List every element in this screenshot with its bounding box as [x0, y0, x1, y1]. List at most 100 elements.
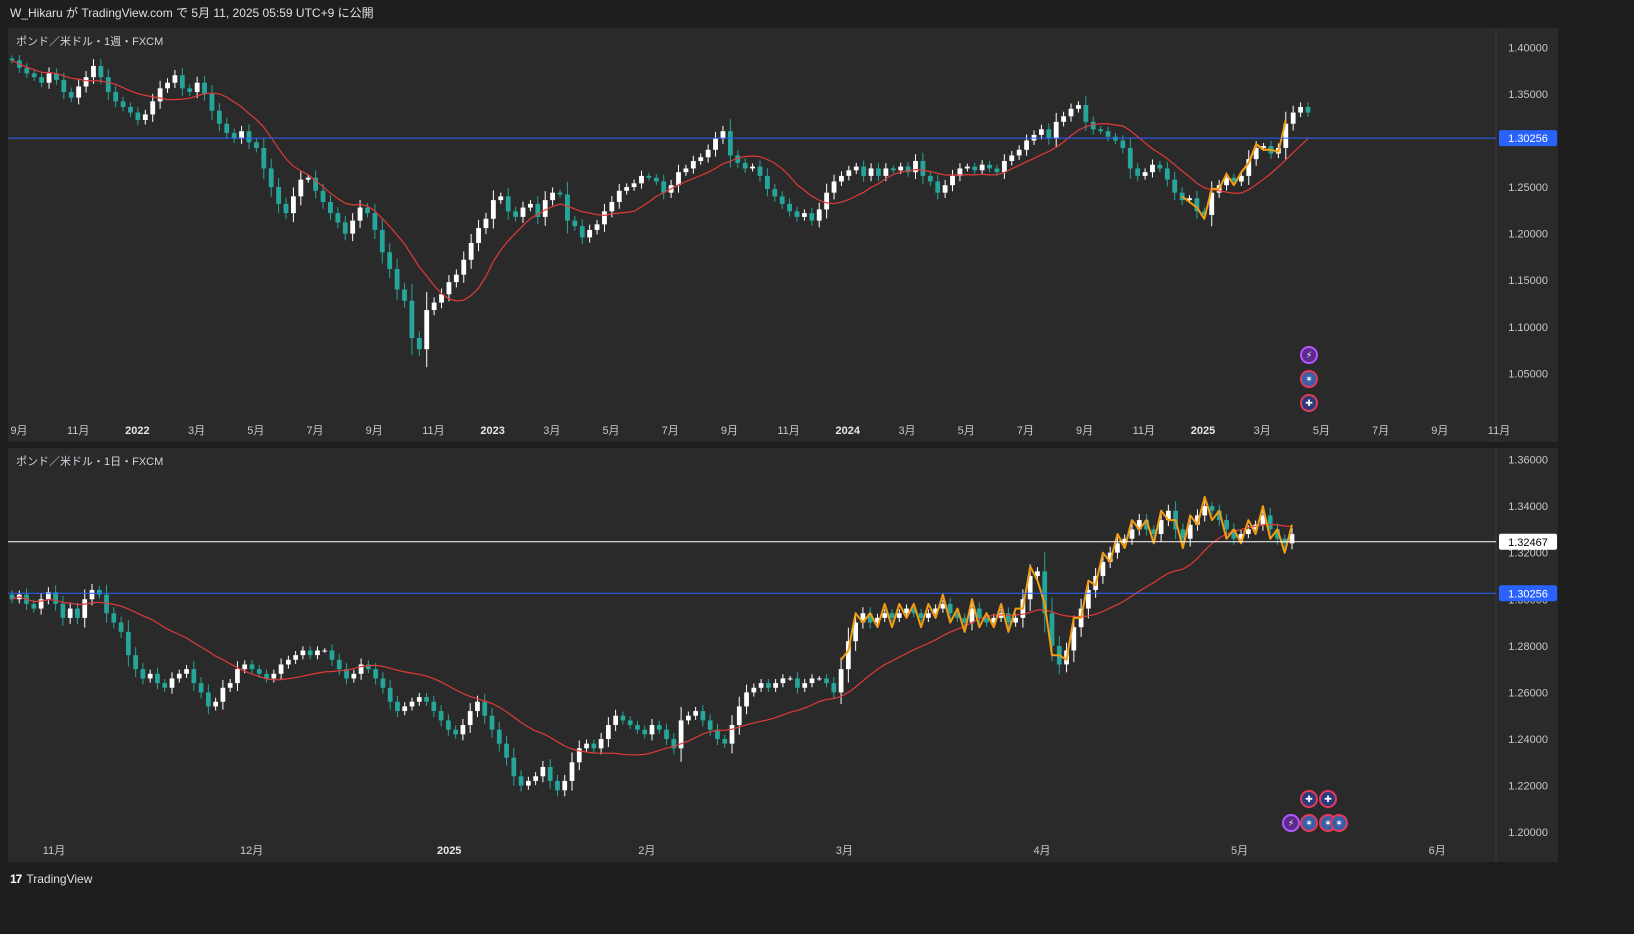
time-tick-label: 7月 — [306, 425, 323, 437]
candle-body — [227, 683, 233, 688]
gb-flag-icon[interactable]: ✚ — [1300, 790, 1318, 808]
wave-drawing — [840, 566, 1032, 661]
candle-body — [1049, 613, 1055, 646]
time-tick-label: 3月 — [836, 845, 853, 857]
candle-body — [846, 170, 852, 176]
candle-body — [46, 73, 52, 83]
candle-body — [256, 669, 262, 674]
candle-body — [1267, 515, 1273, 530]
candle-body — [24, 67, 30, 74]
candle-body — [562, 780, 568, 791]
candle-body — [868, 168, 874, 176]
candle-body — [82, 599, 88, 618]
candle-body — [126, 631, 131, 656]
candle-body — [9, 58, 15, 61]
candle-body — [613, 715, 618, 726]
candle-body — [54, 73, 59, 80]
time-tick-label: 7月 — [662, 425, 679, 437]
candle-body — [1194, 198, 1200, 212]
gb-flag-icon[interactable]: ✚ — [1300, 394, 1318, 412]
candle-body — [831, 181, 837, 193]
candle-body — [344, 669, 349, 679]
candle-body — [298, 179, 304, 197]
candle-body — [380, 678, 386, 688]
candle-body — [1231, 177, 1237, 182]
tradingview-brand[interactable]: 17 TradingView — [10, 872, 92, 886]
candle-body — [1231, 529, 1237, 539]
candle-body — [53, 592, 58, 604]
us-flag-icon[interactable]: ✶ — [1330, 814, 1348, 832]
candle-body — [926, 613, 931, 618]
daily-chart-pane[interactable]: 1.360001.340001.320001.300001.280001.260… — [8, 448, 1558, 862]
flash-icon[interactable]: ⚡ — [1282, 814, 1300, 832]
candle-body — [1076, 105, 1081, 109]
candle-body — [802, 213, 807, 217]
candle-body — [824, 192, 830, 210]
time-tick-label: 2023 — [480, 425, 504, 437]
candle-body — [46, 592, 51, 600]
candle-body — [1122, 538, 1128, 544]
candle-body — [569, 762, 575, 781]
us-flag-icon[interactable]: ✶ — [1300, 370, 1318, 388]
candle-body — [1201, 211, 1207, 216]
price-tick-label: 1.24000 — [1508, 734, 1548, 746]
price-tick-label: 1.25000 — [1508, 182, 1548, 194]
time-tick-label: 11月 — [777, 425, 799, 437]
candle-body — [249, 664, 255, 670]
candle-body — [635, 725, 640, 730]
candle-body — [639, 175, 644, 184]
candle-body — [779, 196, 785, 204]
candle-body — [261, 147, 267, 169]
candle-body — [889, 613, 895, 618]
candle-body — [649, 725, 655, 735]
gb-flag-icon[interactable]: ✚ — [1319, 790, 1337, 808]
price-tick-label: 1.32000 — [1508, 548, 1548, 560]
candle-body — [594, 224, 600, 230]
candle-body — [264, 673, 269, 679]
candle-body — [816, 678, 822, 680]
candle-body — [722, 739, 728, 744]
flash-icon[interactable]: ⚡ — [1300, 346, 1318, 364]
daily-chart-svg[interactable]: 1.360001.340001.320001.300001.280001.260… — [8, 448, 1558, 862]
candle-body — [1086, 589, 1091, 609]
candle-body — [624, 187, 630, 191]
time-tick-label: 9月 — [1076, 425, 1093, 437]
candle-body — [969, 608, 975, 623]
candle-body — [1142, 172, 1148, 176]
candle-body — [533, 776, 538, 781]
candle-body — [1172, 179, 1178, 193]
candle-body — [1158, 520, 1164, 535]
candle-body — [271, 673, 277, 679]
candle-body — [438, 711, 444, 721]
candle-body — [905, 166, 911, 173]
candle-body — [476, 228, 481, 243]
candle-body — [713, 138, 718, 150]
candle-body — [642, 729, 648, 735]
candle-body — [587, 229, 593, 238]
candle-body — [424, 697, 429, 702]
candle-body — [631, 183, 637, 188]
candle-body — [920, 160, 926, 176]
candle-body — [1053, 121, 1059, 139]
time-tick-label: 2022 — [125, 425, 149, 437]
us-flag-icon[interactable]: ✶ — [1300, 814, 1318, 832]
price-tick-label: 1.28000 — [1508, 641, 1548, 653]
weekly-chart-svg[interactable]: 1.400001.350001.300001.250001.200001.150… — [8, 28, 1558, 442]
candle-body — [1253, 147, 1259, 160]
candle-body — [242, 664, 248, 670]
weekly-chart-pane[interactable]: 1.400001.350001.300001.250001.200001.150… — [8, 28, 1558, 442]
candle-body — [1009, 155, 1015, 161]
time-tick-label: 3月 — [188, 425, 205, 437]
moving-average-line — [11, 59, 1309, 302]
candle-body — [1107, 552, 1113, 562]
candle-body — [690, 160, 696, 169]
candle-body — [547, 766, 553, 781]
candle-body — [291, 196, 296, 214]
candle-body — [1042, 571, 1048, 614]
candle-body — [409, 300, 415, 339]
candle-body — [656, 725, 662, 730]
candle-body — [1150, 164, 1155, 173]
candle-body — [1195, 515, 1200, 525]
candle-body — [972, 166, 978, 171]
candle-body — [1144, 520, 1149, 530]
